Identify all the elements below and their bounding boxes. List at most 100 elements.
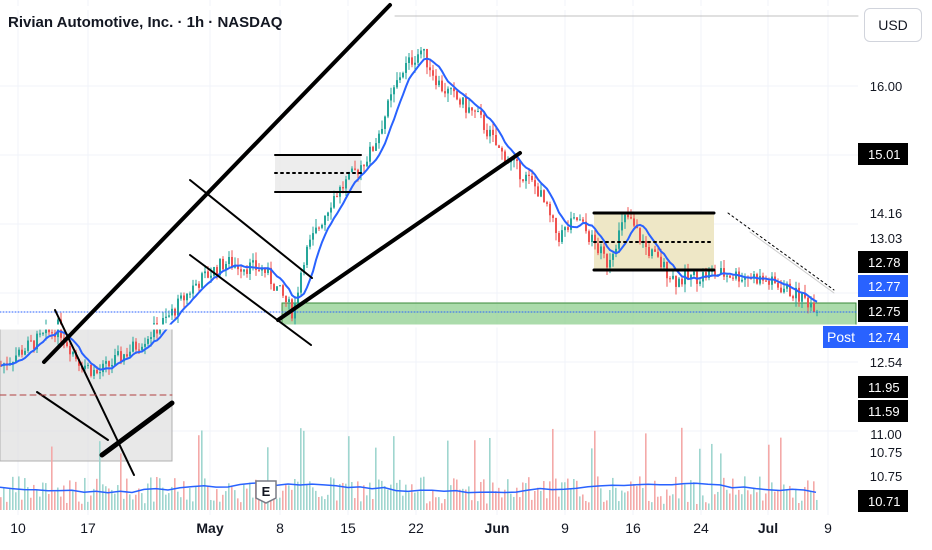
candle-body [354,168,356,170]
volume-bar [786,489,788,510]
candle-body [480,111,482,115]
volume-bar [387,489,389,510]
volume-bar [162,487,164,510]
volume-bar [384,486,386,510]
candle-body [168,315,170,317]
volume-bar [672,494,674,510]
candle-body [138,349,140,351]
volume-bar [546,498,548,510]
volume-bar [144,503,146,510]
candle-body [315,227,317,234]
volume-bar [456,479,458,510]
volume-bar [204,478,206,510]
volume-bar [99,441,101,510]
volume-bar [6,501,8,510]
candle-body [120,351,122,362]
volume-bar [171,486,173,510]
candle-body [720,268,722,275]
volume-bar [756,492,758,510]
candle-body [303,265,305,273]
candle-body [435,75,437,86]
candle-body [423,49,425,51]
currency-button[interactable]: USD [864,8,922,42]
volume-bar [783,484,785,510]
volume-bar [246,488,248,510]
volume-bar [669,495,671,510]
candle-body [654,249,656,252]
price-label: 13.03 [869,230,903,246]
volume-bar [168,493,170,510]
volume-bar [594,430,596,510]
time-label: 24 [693,520,709,536]
candle-body [732,277,734,279]
candle-body [627,214,629,218]
candle-body [498,145,500,148]
candle-body [504,151,506,164]
volume-bar [354,498,356,510]
candle-body [336,196,338,198]
earnings-marker[interactable]: E [255,480,277,504]
price-label: 14.16 [869,205,903,221]
candle-body [342,186,344,189]
candle-body [405,63,407,73]
volume-bar [342,482,344,510]
volume-bar [351,481,353,510]
volume-bar [627,491,629,510]
candle-body [573,217,575,219]
price-tag: 10.71 [858,490,908,512]
candle-body [459,99,461,105]
candle-body [228,256,230,265]
volume-bar [408,492,410,510]
volume-bar [225,491,227,510]
candle-body [585,221,587,232]
candle-body [513,159,515,161]
time-label: 22 [408,520,424,536]
volume-bar [276,498,278,510]
volume-bar [69,480,71,510]
candle-body [804,292,806,298]
volume-bar [609,490,611,510]
volume-bar [687,501,689,510]
candle-body [630,217,632,219]
volume-bar [579,496,581,510]
candle-body [252,260,254,263]
volume-bar [684,484,686,510]
candle-body [495,135,497,146]
volume-bar [399,479,401,510]
volume-bar [414,492,416,510]
candle-body [444,91,446,94]
volume-bar [192,501,194,510]
candle-body [399,77,401,81]
volume-bar [420,477,422,510]
time-label: 10 [10,520,26,536]
candle-body [582,219,584,222]
volume-bar [129,494,131,510]
candle-body [525,174,527,182]
volume-bar [369,482,371,510]
volume-bar [252,497,254,510]
volume-bar [573,478,575,510]
candle-body [123,354,125,362]
candle-body [534,180,536,187]
candle-body [390,94,392,101]
volume-bar [804,486,806,510]
candle-body [375,143,377,151]
volume-bar [300,428,302,510]
candle-body [72,351,74,355]
volume-bar [105,486,107,510]
volume-bar [393,436,395,510]
volume-bar [111,489,113,510]
volume-bar [195,486,197,510]
volume-bar [48,493,50,510]
volume-bar [477,501,479,510]
volume-bar [60,496,62,510]
candle-body [369,146,371,162]
volume-bar [66,502,68,510]
volume-bar [186,499,188,510]
volume-bar [789,485,791,510]
candle-body [267,267,269,273]
volume-bar [555,478,557,510]
price-tag: 11.95 [858,376,908,398]
candle-body [561,230,563,242]
